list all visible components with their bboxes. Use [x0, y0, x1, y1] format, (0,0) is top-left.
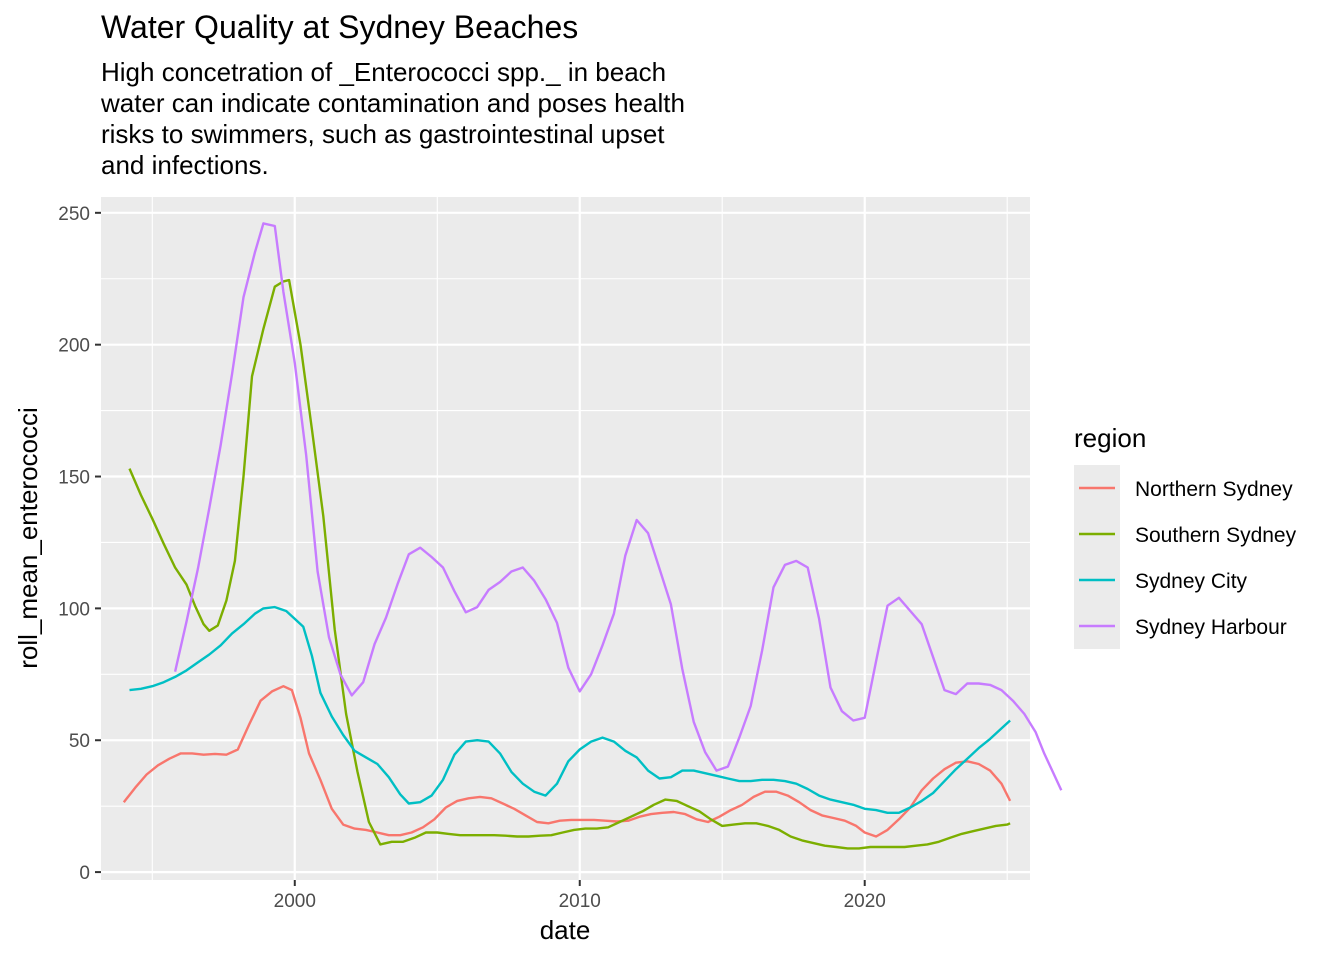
x-tick-label-0: 2000: [274, 891, 316, 912]
plot-panel: [101, 197, 1030, 880]
chart-subtitle-line-1: High concetration of _Enterococci spp._ …: [101, 57, 666, 87]
y-tick-label-4: 200: [58, 336, 90, 357]
chart-subtitle-line-2: water can indicate contamination and pos…: [100, 88, 685, 118]
series-line-southern-sydney: [128, 278, 1011, 850]
y-tick-label-3: 150: [58, 468, 90, 489]
legend-label-northern-sydney: Northern Sydney: [1135, 478, 1293, 501]
series-lines: [122, 222, 1063, 850]
series-line-sydney-city: [129, 605, 1011, 814]
y-tick-label-5: 250: [58, 204, 90, 225]
legend-label-sydney-city: Sydney City: [1135, 570, 1248, 593]
series-line-sydney-harbour: [173, 222, 1063, 791]
x-tick-label-1: 2010: [559, 891, 601, 912]
legend: region Northern Sydney Southern Sydney Syd…: [1074, 423, 1297, 649]
y-axis-title: roll_mean_enterococci: [13, 407, 43, 669]
y-tick-label-1: 50: [69, 731, 90, 752]
major-gridlines: [101, 197, 1030, 880]
chart-subtitle-line-3: risks to swimmers, such as gastrointesti…: [101, 119, 665, 149]
y-axis: 0 50 100 150 200 250: [58, 204, 101, 884]
x-axis: 2000 2010 2020: [274, 880, 886, 912]
x-tick-label-2: 2020: [844, 891, 886, 912]
legend-label-sydney-harbour: Sydney Harbour: [1135, 616, 1287, 639]
x-axis-title: date: [540, 915, 591, 945]
series-line-northern-sydney: [122, 685, 1012, 838]
y-tick-label-0: 0: [79, 863, 90, 884]
minor-gridlines: [101, 197, 1030, 880]
legend-items: Northern Sydney Southern Sydney Sydney Cit…: [1074, 465, 1297, 649]
y-tick-label-2: 100: [58, 599, 90, 620]
chart-subtitle-line-4: and infections.: [101, 150, 269, 180]
legend-label-southern-sydney: Southern Sydney: [1135, 524, 1297, 547]
chart-title: Water Quality at Sydney Beaches: [101, 9, 578, 45]
legend-title: region: [1074, 423, 1146, 453]
